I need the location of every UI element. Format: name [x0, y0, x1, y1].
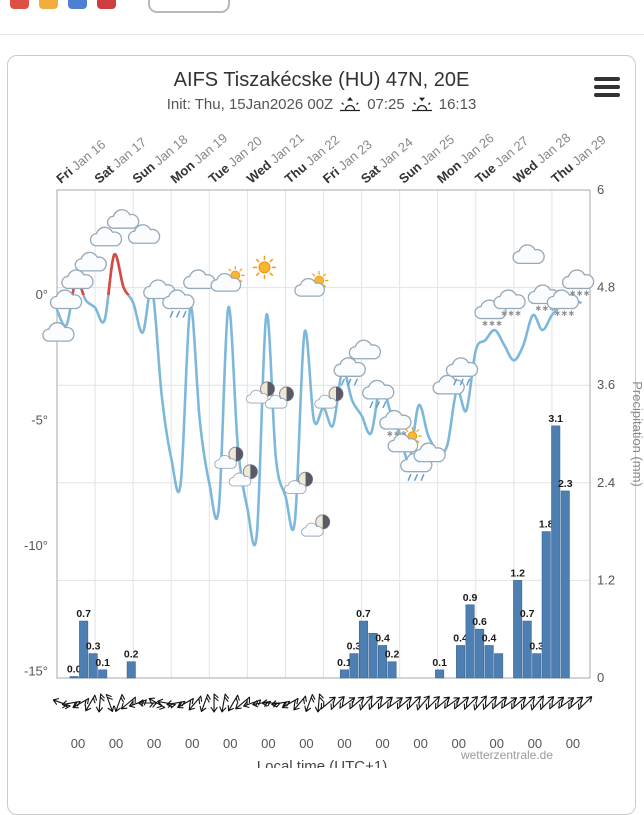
address-pill[interactable] — [148, 0, 230, 13]
chart-card: AIFS Tiszakécske (HU) 47N, 20E Init: Thu… — [7, 55, 636, 815]
toolbar-icon-red[interactable] — [10, 0, 29, 9]
init-label: Init: Thu, 15Jan2026 00Z — [166, 96, 334, 113]
chart-title: AIFS Tiszakécske (HU) 47N, 20E — [173, 69, 470, 91]
toolbar-icon-yellow[interactable] — [39, 0, 58, 9]
hamburger-menu-icon[interactable] — [594, 77, 620, 97]
chart-subtitle: Init: Thu, 15Jan2026 00Z 07:25 16:13 — [8, 96, 635, 113]
toolbar-icon-crimson[interactable] — [97, 0, 116, 9]
sunset-icon — [411, 97, 432, 111]
browser-toolbar-icons — [10, 0, 116, 9]
browser-toolbar — [10, 0, 230, 13]
sunset-time: 16:13 — [438, 96, 477, 113]
toolbar-icon-blue[interactable] — [68, 0, 87, 9]
toolbar-divider — [0, 34, 644, 35]
sunrise-time: 07:25 — [367, 96, 405, 113]
sunrise-icon — [340, 96, 361, 111]
